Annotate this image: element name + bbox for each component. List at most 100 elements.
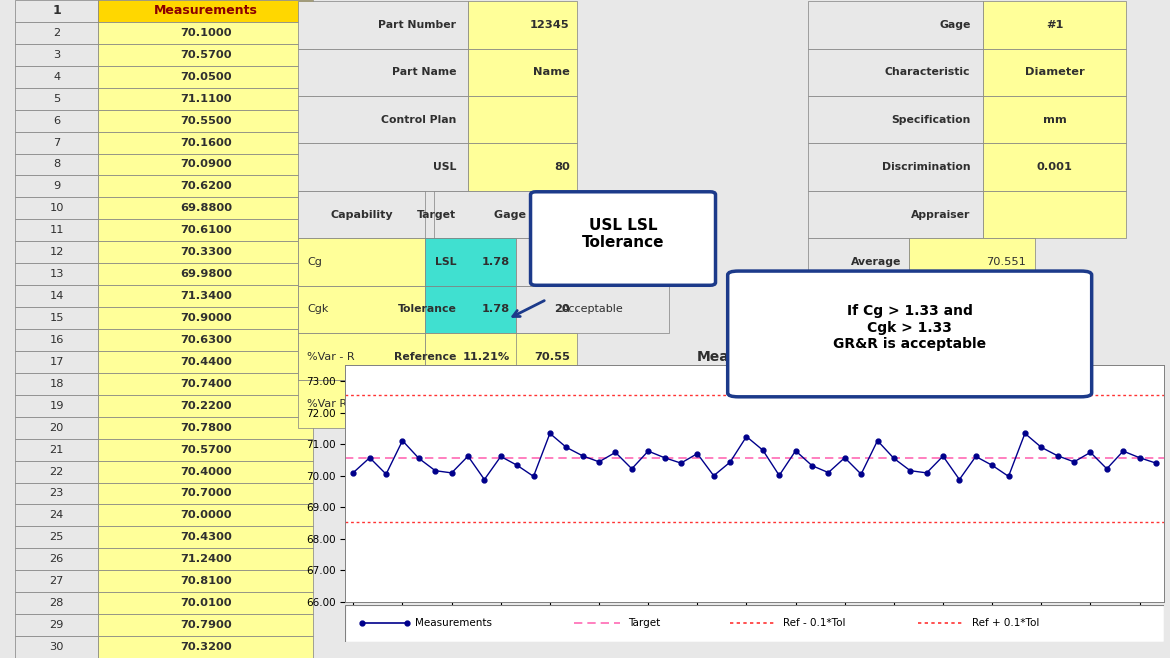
- Bar: [98, 636, 314, 658]
- Text: 70.4300: 70.4300: [180, 532, 232, 542]
- Text: n: n: [895, 399, 902, 409]
- Text: 18: 18: [49, 379, 64, 389]
- Text: Average: Average: [851, 257, 902, 267]
- Bar: [15, 44, 98, 66]
- Text: 69.8800: 69.8800: [180, 203, 232, 213]
- Bar: [15, 263, 98, 285]
- Text: Tolerance: Tolerance: [398, 304, 456, 315]
- Text: Ref - 0.1*Tol: Ref - 0.1*Tol: [783, 619, 846, 628]
- Text: 7: 7: [53, 138, 61, 147]
- Bar: [98, 307, 314, 329]
- Text: 70.3200: 70.3200: [180, 642, 232, 652]
- Bar: [983, 96, 1127, 143]
- Text: 14: 14: [49, 291, 64, 301]
- Text: 70.0100: 70.0100: [180, 598, 232, 608]
- Text: Reference: Reference: [394, 351, 456, 362]
- Text: 13: 13: [49, 269, 64, 279]
- Bar: [808, 191, 983, 238]
- Text: 70.7000: 70.7000: [180, 488, 232, 499]
- Text: 17: 17: [49, 357, 64, 367]
- Bar: [808, 238, 908, 286]
- Bar: [15, 22, 98, 44]
- Text: 71.3400: 71.3400: [180, 291, 232, 301]
- Bar: [15, 505, 98, 526]
- Bar: [15, 153, 98, 176]
- Bar: [98, 44, 314, 66]
- Text: Gage: Gage: [940, 20, 970, 30]
- Text: Part Number: Part Number: [378, 20, 456, 30]
- Bar: [98, 395, 314, 417]
- Bar: [468, 1, 577, 49]
- Bar: [908, 333, 1035, 380]
- Bar: [298, 286, 468, 333]
- Bar: [468, 333, 577, 380]
- Text: 70.0900: 70.0900: [180, 159, 232, 170]
- Text: 70.7400: 70.7400: [180, 379, 232, 389]
- Text: If Cg > 1.33 and
Cgk > 1.33
GR&R is acceptable: If Cg > 1.33 and Cgk > 1.33 GR&R is acce…: [833, 304, 986, 351]
- Text: 5: 5: [53, 93, 61, 104]
- Text: 20: 20: [553, 304, 570, 315]
- Text: Acceptable: Acceptable: [562, 257, 624, 267]
- Text: 28: 28: [49, 598, 64, 608]
- Bar: [98, 110, 314, 132]
- Bar: [15, 132, 98, 153]
- FancyBboxPatch shape: [530, 191, 716, 286]
- Text: 4: 4: [53, 72, 60, 82]
- Bar: [908, 380, 1035, 428]
- Text: Specification: Specification: [892, 114, 970, 125]
- Bar: [98, 373, 314, 395]
- Bar: [808, 143, 983, 191]
- Bar: [808, 49, 983, 96]
- Bar: [98, 439, 314, 461]
- Bar: [983, 49, 1127, 96]
- Text: 70.4400: 70.4400: [180, 357, 232, 367]
- Text: Bias: Bias: [876, 351, 902, 362]
- Text: 69.9800: 69.9800: [180, 269, 232, 279]
- Text: Acceptable: Acceptable: [562, 304, 624, 315]
- Bar: [468, 286, 577, 333]
- Text: Measurements: Measurements: [154, 5, 257, 18]
- Text: 19: 19: [49, 401, 64, 411]
- Text: 11.22%: 11.22%: [462, 399, 510, 409]
- Text: 11: 11: [49, 225, 64, 236]
- Bar: [15, 110, 98, 132]
- Bar: [98, 132, 314, 153]
- Text: 70.5: 70.5: [542, 209, 570, 220]
- Bar: [808, 1, 983, 49]
- Bar: [468, 143, 577, 191]
- Bar: [516, 286, 669, 333]
- Text: 0.001: 0.001: [1037, 162, 1073, 172]
- Bar: [98, 153, 314, 176]
- Text: 70.0000: 70.0000: [180, 511, 232, 520]
- Bar: [15, 351, 98, 373]
- Text: 2: 2: [53, 28, 60, 38]
- Bar: [15, 461, 98, 482]
- FancyBboxPatch shape: [728, 271, 1092, 397]
- Bar: [15, 241, 98, 263]
- Text: 70.5500: 70.5500: [180, 116, 232, 126]
- Text: %Var R&B: %Var R&B: [308, 399, 364, 409]
- Bar: [298, 191, 468, 238]
- Bar: [15, 526, 98, 548]
- Text: 50: 50: [1012, 399, 1026, 409]
- Bar: [468, 238, 577, 286]
- Text: LSL: LSL: [435, 257, 456, 267]
- Bar: [15, 592, 98, 614]
- Text: 70.5700: 70.5700: [180, 445, 232, 455]
- Bar: [15, 307, 98, 329]
- Bar: [983, 143, 1127, 191]
- Text: #1: #1: [1046, 20, 1064, 30]
- Text: 1.78: 1.78: [482, 304, 510, 315]
- Bar: [98, 88, 314, 110]
- Bar: [15, 66, 98, 88]
- Bar: [15, 285, 98, 307]
- Text: Cg: Cg: [308, 257, 322, 267]
- Bar: [98, 526, 314, 548]
- Bar: [298, 96, 468, 143]
- Text: 25: 25: [49, 532, 64, 542]
- Text: 30: 30: [49, 642, 64, 652]
- Text: Ref + 0.1*Tol: Ref + 0.1*Tol: [971, 619, 1039, 628]
- Bar: [298, 380, 425, 428]
- Text: Part Name: Part Name: [392, 67, 456, 78]
- Text: mm: mm: [1042, 114, 1066, 125]
